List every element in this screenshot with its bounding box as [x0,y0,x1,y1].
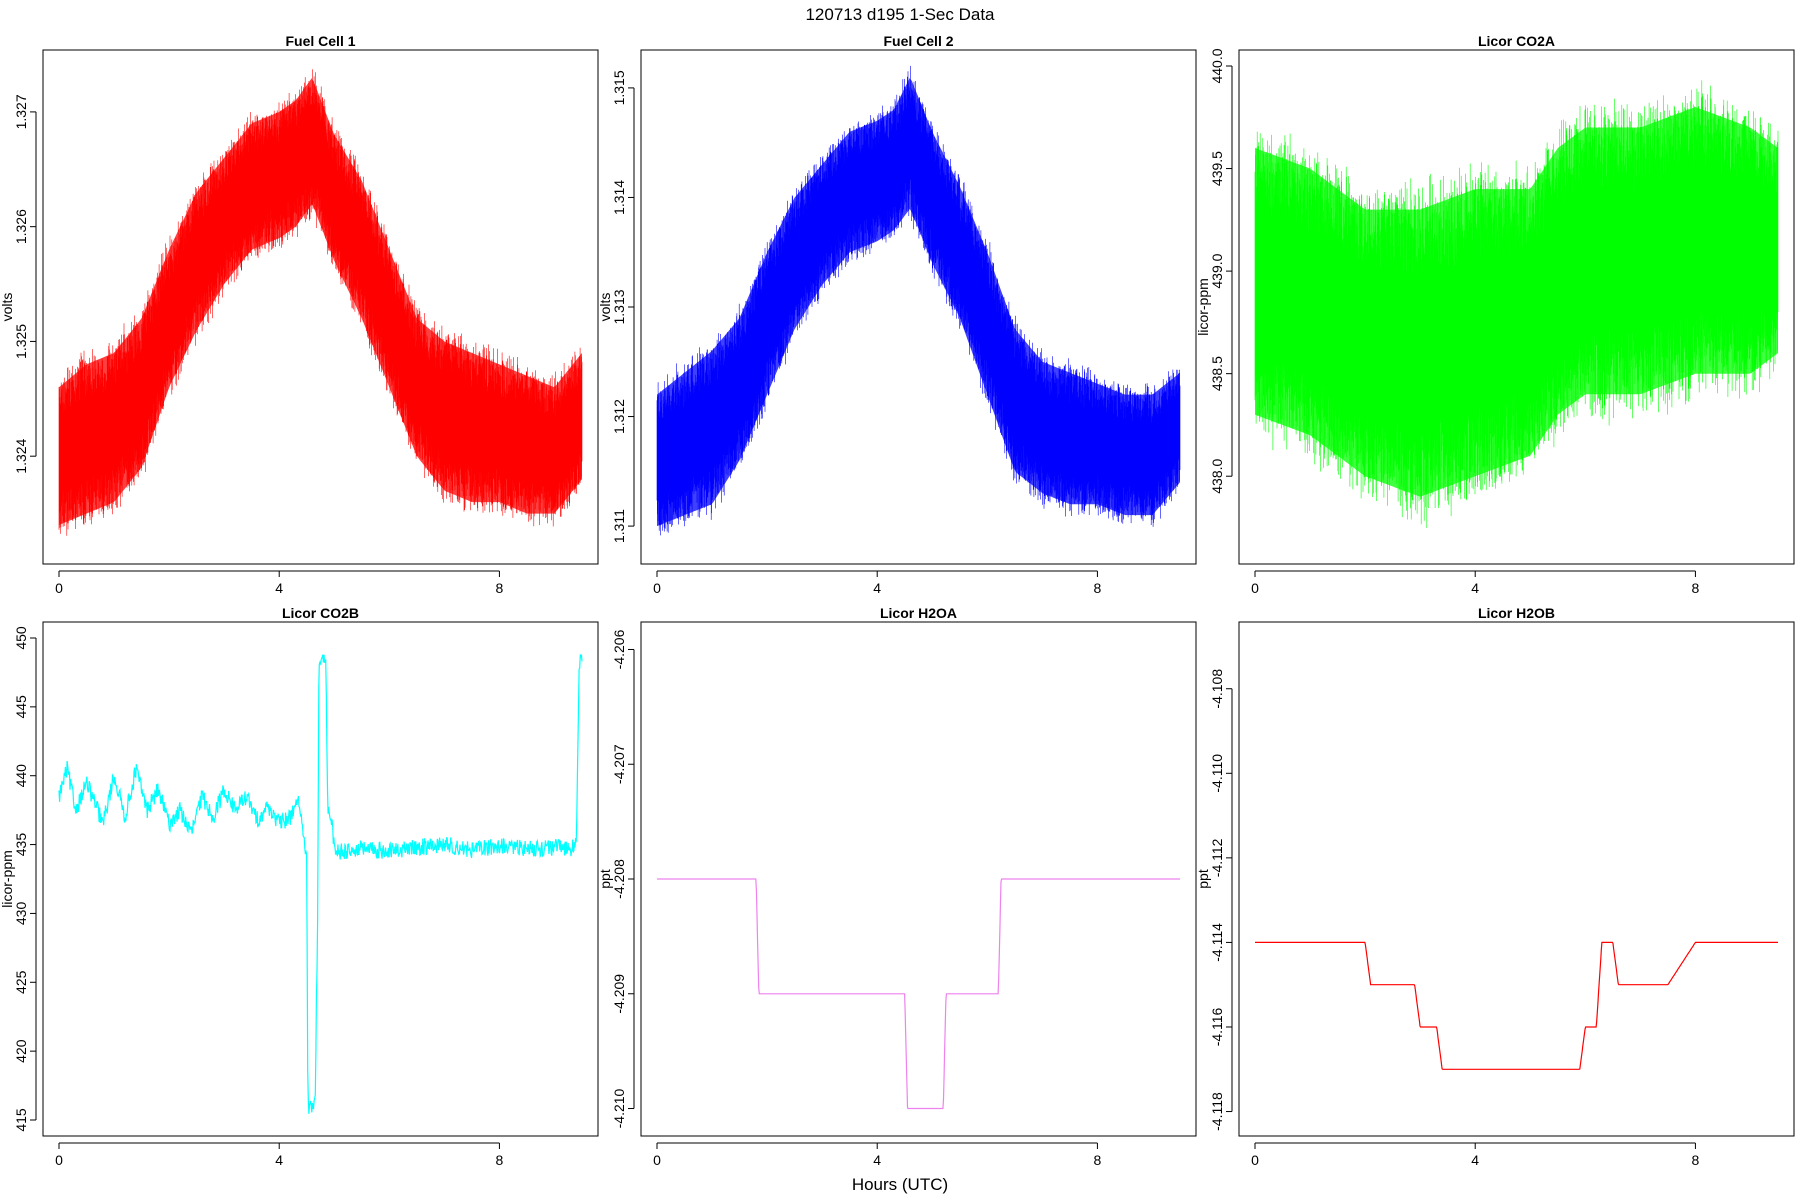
panel-title: Fuel Cell 2 [883,33,953,49]
y-axis-label: volts [597,293,613,322]
y-tick-label: 1.315 [611,70,627,105]
y-tick-label: 450 [13,626,29,650]
y-tick-label: -4.206 [611,629,627,669]
y-axis-label: ppt [597,869,613,889]
x-tick-label: 0 [55,580,63,596]
series-line [1254,80,1779,528]
plot-frame [1238,49,1795,565]
y-tick-label: 1.314 [611,180,627,215]
y-tick-label: -4.208 [611,859,627,899]
y-tick-label: 439.5 [1209,151,1225,186]
series-line [657,878,1180,1110]
y-tick-label: -4.112 [1209,838,1225,877]
panel-title: Licor CO2A [1478,33,1555,49]
x-tick-label: 4 [275,1152,283,1168]
y-tick-label: 445 [13,695,29,719]
series-line [58,69,583,536]
plot-frame [640,621,1197,1137]
x-tick-label: 8 [1094,580,1102,596]
chart-panel-1: Fuel Cell 1 volts 0 4 8 1.324 1.325 1.326 1.327 [0,33,599,596]
y-tick-label: 439.0 [1209,253,1225,288]
chart-panel-5: Licor H2OA ppt 0 4 8 -4.210 -4.209 -4.208 -4.207… [597,605,1197,1168]
y-tick-label: 1.313 [611,289,627,324]
x-tick-label: 8 [1692,580,1700,596]
series-line [58,654,583,1114]
x-tick-label: 0 [653,580,661,596]
panel-title: Licor CO2B [282,605,359,621]
chart-panel-2: Fuel Cell 2 volts 0 4 8 1.311 1.312 1.313 1.314 1… [597,33,1197,596]
figure-title: 120713 d195 1-Sec Data [805,5,995,24]
y-tick-label: -4.114 [1209,923,1225,962]
x-tick-label: 8 [1094,1152,1102,1168]
chart-panel-6: Licor H2OB ppt 0 4 8 -4.118 -4.116 -4.114 -4.112… [1195,605,1795,1168]
x-tick-label: 4 [873,580,881,596]
y-tick-label: 1.311 [611,509,627,543]
figure-xlabel: Hours (UTC) [852,1175,948,1194]
y-axis-label: ppt [1195,869,1211,889]
x-tick-label: 4 [275,580,283,596]
x-tick-label: 0 [1251,580,1259,596]
x-tick-label: 0 [1251,1152,1259,1168]
y-tick-label: 1.325 [13,324,29,359]
y-axis-label: licor-ppm [1195,278,1211,336]
y-tick-label: 1.312 [611,399,627,434]
panel-title: Licor H2OB [1478,605,1555,621]
plot-frame [42,49,599,565]
x-tick-label: 8 [496,580,504,596]
x-tick-label: 4 [1471,580,1479,596]
y-tick-label: 440 [13,764,29,788]
y-tick-label: -4.116 [1209,1007,1225,1046]
plot-frame [1238,621,1795,1137]
panel-title: Fuel Cell 1 [285,33,355,49]
y-tick-label: 415 [13,1108,29,1132]
x-tick-label: 4 [1471,1152,1479,1168]
y-tick-label: -4.118 [1209,1092,1225,1131]
x-tick-label: 4 [873,1152,881,1168]
y-tick-label: -4.207 [611,744,627,784]
y-tick-label: 1.327 [13,94,29,129]
y-tick-label: 438.5 [1209,356,1225,391]
chart-panel-3: Licor CO2A licor-ppm 0 4 8 438.0 438.5 439.0 439… [1195,33,1795,596]
y-tick-label: -4.210 [611,1088,627,1128]
y-tick-label: 1.326 [13,209,29,244]
plot-frame [640,49,1197,565]
x-tick-label: 8 [496,1152,504,1168]
plot-frame [42,621,599,1137]
y-tick-label: 420 [13,1039,29,1063]
y-tick-label: -4.108 [1209,669,1225,709]
y-tick-label: 1.324 [13,438,29,473]
y-axis-label: volts [0,293,15,322]
y-tick-label: -4.209 [611,974,627,1014]
series-line [1255,941,1778,1070]
chart-panel-4: Licor CO2B licor-ppm 0 4 8 415 420 425 430 435 440… [0,605,599,1168]
x-tick-label: 0 [55,1152,63,1168]
panel-title: Licor H2OA [880,605,957,621]
y-axis-label: licor-ppm [0,850,15,908]
x-tick-label: 8 [1692,1152,1700,1168]
y-tick-label: 438.0 [1209,458,1225,493]
x-tick-label: 0 [653,1152,661,1168]
y-tick-label: 440.0 [1209,48,1225,83]
y-tick-label: 430 [13,902,29,926]
series-line [656,65,1181,536]
y-tick-label: 425 [13,970,29,994]
y-tick-label: 435 [13,833,29,857]
y-tick-label: -4.110 [1209,754,1225,793]
